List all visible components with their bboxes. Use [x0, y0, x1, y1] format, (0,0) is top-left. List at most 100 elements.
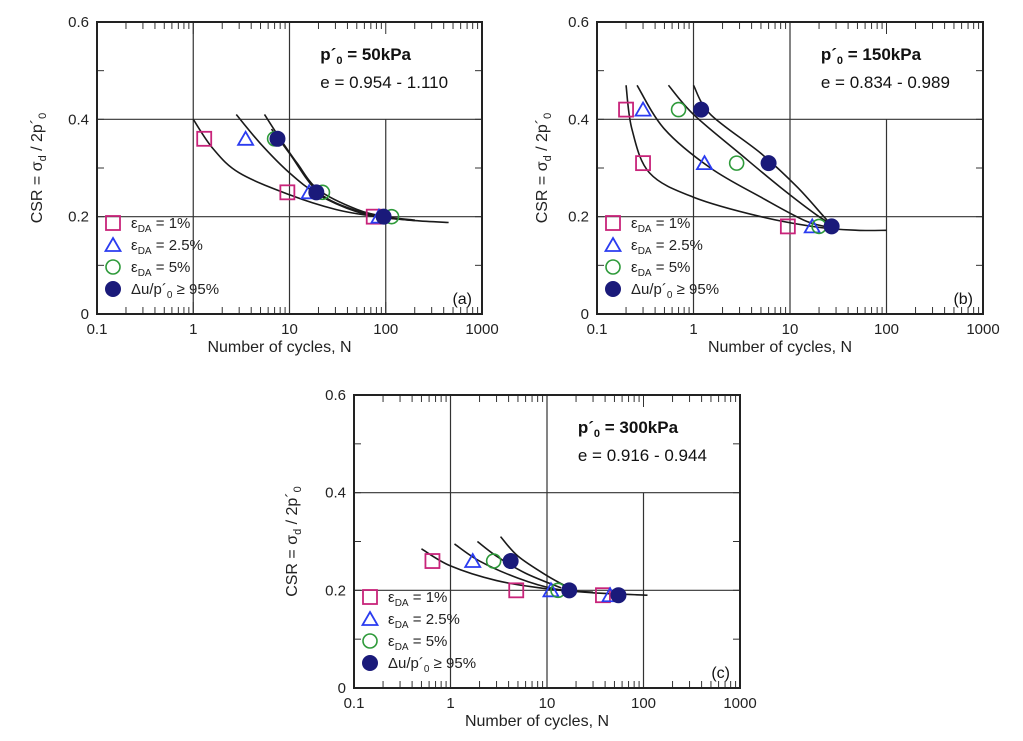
- data-point-square: [279, 184, 296, 201]
- text-part: CSR = σ: [534, 161, 551, 223]
- text-part: = 2.5%: [652, 237, 703, 254]
- x-tick-label: 1000: [966, 321, 999, 338]
- data-point-triangle: [236, 129, 255, 146]
- fitted-curve: [625, 85, 887, 232]
- x-axis-title: Number of cycles, N: [465, 713, 609, 730]
- y-tick-label: 0.2: [68, 209, 89, 226]
- data-point-circle-filled: [375, 208, 392, 225]
- x-tick-label: 10: [782, 321, 799, 338]
- x-tick-label: 1000: [723, 695, 756, 712]
- pressure-annotation: p´0 = 150kPa: [821, 45, 922, 67]
- legend-label: Δu/p´0 ≥ 95%: [631, 281, 719, 301]
- data-point-square: [779, 218, 796, 235]
- data-point-square: [424, 553, 441, 569]
- y-tick-label: 0.4: [68, 111, 89, 128]
- panel-label: (b): [953, 291, 973, 308]
- x-tick-label: 0.1: [587, 321, 608, 338]
- data-point-circle-filled: [502, 553, 519, 570]
- text-part: ε: [631, 259, 638, 276]
- data-point-circle-filled: [823, 218, 840, 235]
- text-part: ε: [388, 633, 395, 650]
- text-part: DA: [395, 642, 409, 653]
- fitted-curve: [476, 540, 562, 589]
- text-part: 0: [336, 55, 342, 67]
- legend-marker-square: [105, 215, 121, 231]
- text-part: Δu/p´: [131, 281, 167, 298]
- text-part: Δu/p´: [388, 655, 424, 672]
- text-part: CSR = σ: [29, 161, 46, 223]
- y-tick-label: 0: [81, 306, 89, 323]
- x-tick-label: 10: [281, 321, 298, 338]
- x-axis-title: Number of cycles, N: [207, 339, 351, 356]
- data-point-circle-open: [670, 101, 687, 118]
- text-part: / 2p´: [284, 492, 301, 528]
- text-part: = 1%: [409, 589, 448, 606]
- x-tick-label: 100: [874, 321, 899, 338]
- y-axis-title: CSR = σd / 2p´0: [534, 113, 554, 224]
- text-part: DA: [638, 224, 652, 235]
- chart-panel-c: 0.1 1 10 100 1000 0 0.2 0.4 0.6 Number of cycles,…: [284, 387, 757, 730]
- text-part: = 5%: [652, 259, 691, 276]
- legend-marker-square: [362, 589, 378, 605]
- text-part: DA: [138, 268, 152, 279]
- data-point-square: [635, 155, 651, 172]
- text-part: DA: [138, 224, 152, 235]
- void-ratio-annotation: e = 0.954 - 1.110: [320, 73, 448, 92]
- text-part: 0: [424, 664, 430, 675]
- legend-label: εDA = 5%: [131, 259, 190, 279]
- y-tick-label: 0: [581, 306, 589, 323]
- panel-label: (c): [711, 665, 730, 682]
- text-part: / 2p´: [29, 119, 46, 155]
- text-part: DA: [138, 246, 152, 257]
- y-tick-label: 0.2: [568, 209, 589, 226]
- void-ratio-annotation: e = 0.916 - 0.944: [578, 446, 707, 465]
- text-part: DA: [638, 246, 652, 257]
- x-tick-label: 1: [189, 321, 197, 338]
- data-point-triangle: [803, 217, 822, 234]
- y-axis-title: CSR = σd / 2p´0: [29, 113, 49, 224]
- fitted-curve: [667, 84, 837, 228]
- y-tick-label: 0.6: [568, 14, 589, 31]
- legend-label: εDA = 5%: [631, 259, 690, 279]
- y-axis-title: CSR = σd / 2p´0: [284, 486, 304, 597]
- data-point-triangle: [541, 581, 561, 598]
- legend-label: εDA = 2.5%: [631, 237, 703, 257]
- text-part: 0: [167, 290, 173, 301]
- x-tick-label: 1: [689, 321, 697, 338]
- data-point-triangle: [463, 552, 482, 568]
- legend-label: εDA = 2.5%: [388, 611, 460, 631]
- y-tick-label: 0.6: [68, 14, 89, 31]
- text-part: DA: [395, 620, 409, 631]
- legend-marker-circle-open: [362, 633, 378, 649]
- legend-label: Δu/p´0 ≥ 95%: [131, 281, 219, 301]
- text-part: p´: [578, 418, 594, 437]
- text-part: ε: [631, 215, 638, 232]
- data-point-square: [618, 101, 634, 118]
- x-tick-label: 0.1: [87, 321, 108, 338]
- data-point-triangle: [695, 154, 714, 171]
- x-axis-title: Number of cycles, N: [708, 339, 852, 356]
- text-part: d: [292, 529, 304, 535]
- legend-marker-circle-open: [605, 259, 621, 275]
- fitted-curve: [235, 113, 415, 222]
- data-point-circle-filled: [269, 130, 286, 147]
- legend-label: εDA = 1%: [388, 589, 447, 609]
- text-part: 0: [837, 55, 843, 67]
- text-part: d: [542, 155, 554, 161]
- data-point-circle-open: [485, 553, 502, 569]
- data-point-triangle: [633, 100, 653, 117]
- text-part: / 2p´: [534, 119, 551, 155]
- text-part: 0: [292, 486, 304, 492]
- text-part: Δu/p´: [631, 281, 667, 298]
- text-part: ε: [131, 237, 138, 254]
- text-part: 0: [667, 290, 673, 301]
- text-part: d: [37, 155, 49, 161]
- text-part: = 50kPa: [342, 45, 411, 64]
- fitted-curve: [192, 118, 449, 224]
- data-point-circle-filled: [610, 587, 627, 604]
- x-tick-label: 1: [446, 695, 454, 712]
- text-part: p´: [320, 45, 336, 64]
- void-ratio-annotation: e = 0.834 - 0.989: [821, 73, 950, 92]
- legend-marker-circle-filled: [362, 655, 378, 671]
